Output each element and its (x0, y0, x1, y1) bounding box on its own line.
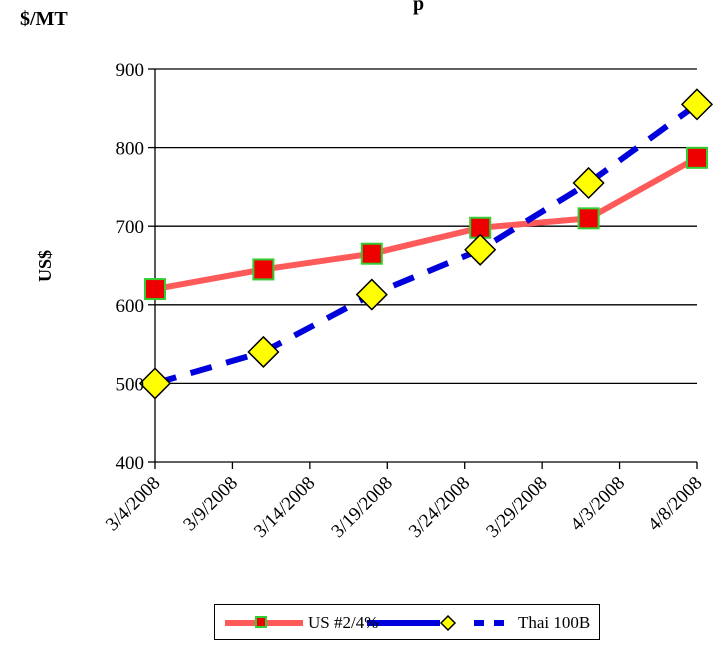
y-tick-label: 700 (116, 217, 145, 238)
chart-title-fragment: p (413, 0, 424, 15)
chart-title: $/MT (20, 8, 68, 30)
series-line-thai-100b (154, 101, 699, 387)
x-tick-label: 4/3/2008 (566, 473, 629, 536)
y-tick-label: 600 (116, 296, 145, 317)
legend: US #2/4% Thai 100B (214, 604, 600, 640)
x-tick-label: 3/14/2008 (250, 473, 319, 542)
y-tick-label: 800 (116, 139, 145, 160)
data-point-us-2-4 (360, 242, 383, 265)
data-point-thai-100b (138, 367, 172, 400)
data-point-thai-100b (464, 233, 497, 266)
legend-label-us: US #2/4% (308, 613, 379, 632)
x-tick-label: 3/19/2008 (327, 473, 396, 542)
x-tick-label: 4/8/2008 (644, 473, 707, 536)
x-tick-label: 3/29/2008 (482, 473, 551, 542)
x-tick-label: 3/9/2008 (179, 473, 242, 536)
legend-swatches (225, 614, 505, 632)
legend-label-thai: Thai 100B (518, 613, 591, 632)
data-point-us-2-4 (686, 146, 708, 169)
data-point-thai-100b (247, 335, 280, 369)
legend-swatch-thai-marker (439, 614, 457, 632)
data-point-thai-100b (355, 278, 388, 311)
data-point-thai-100b (680, 88, 714, 121)
y-tick-label: 900 (116, 60, 145, 81)
data-point-thai-100b (572, 166, 605, 200)
line-chart: 400 500 600 700 800 900 3/4/2008 3/9/2008 3/14/2… (20, 0, 714, 542)
data-point-us-2-4 (252, 258, 275, 281)
legend-swatch-us-marker (255, 616, 267, 628)
series-line-us-2-4 (154, 155, 699, 293)
data-point-us-2-4 (577, 207, 600, 230)
x-tick-label: 3/4/2008 (102, 473, 165, 536)
y-tick-label: 400 (116, 453, 145, 474)
y-axis-label: US$ (35, 250, 55, 282)
y-tick-label: 500 (116, 374, 145, 395)
x-tick-label: 3/24/2008 (405, 473, 474, 542)
data-point-us-2-4 (144, 278, 166, 301)
